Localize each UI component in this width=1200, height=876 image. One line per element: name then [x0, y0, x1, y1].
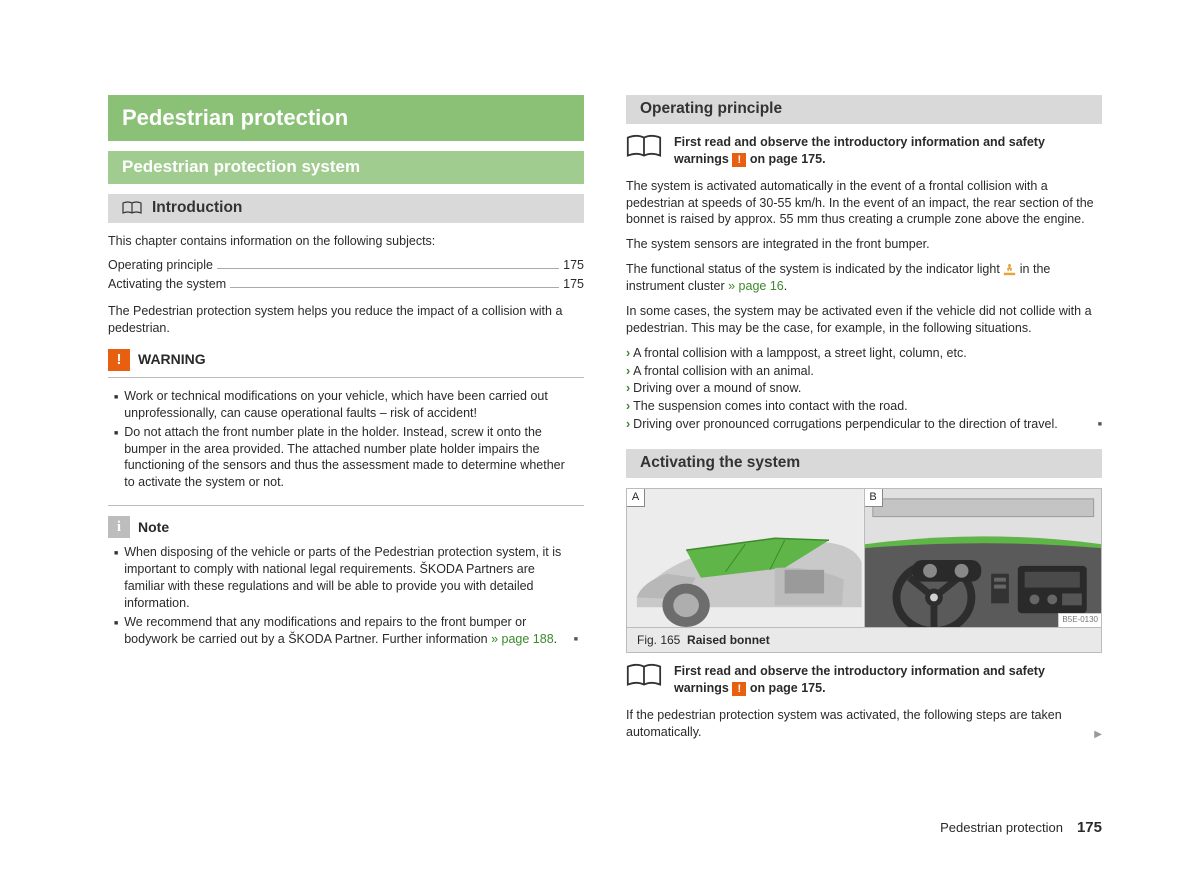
toc-page: 175	[563, 257, 584, 274]
warning-body: Work or technical modifications on your …	[108, 388, 584, 499]
footer-page-number: 175	[1077, 818, 1102, 838]
toc-page: 175	[563, 276, 584, 293]
figure-tag: A	[627, 489, 645, 507]
operating-paragraph: In some cases, the system may be activat…	[626, 303, 1102, 337]
book-icon	[122, 201, 142, 215]
chevron-icon: ›	[626, 346, 630, 360]
chevron-icon: ›	[626, 417, 630, 431]
figure-tag: B	[865, 489, 883, 507]
toc-label: Activating the system	[108, 276, 226, 293]
book-icon	[626, 663, 662, 687]
note-item: We recommend that any modifications and …	[114, 614, 578, 648]
footer-section: Pedestrian protection	[940, 819, 1063, 837]
operating-paragraph: The system is activated automatically in…	[626, 178, 1102, 229]
info-icon: i	[108, 516, 130, 538]
toc-row: Activating the system 175	[108, 276, 584, 293]
introduction-heading-text: Introduction	[152, 198, 242, 219]
toc-leader	[230, 287, 559, 288]
car-exterior-illustration	[627, 489, 864, 627]
case-item: ›A frontal collision with a lamppost, a …	[626, 345, 1102, 362]
warning-icon: !	[732, 153, 746, 167]
figure-block: A B	[626, 488, 1102, 628]
read-first-text: First read and observe the introductory …	[674, 134, 1102, 168]
note-header: i Note	[108, 516, 584, 538]
warning-item: Do not attach the front number plate in …	[114, 424, 578, 492]
left-column: Pedestrian protection Pedestrian protect…	[108, 95, 584, 749]
section-end-icon: ■	[574, 635, 578, 644]
page-link[interactable]: » page 16	[725, 279, 784, 293]
pedestrian-indicator-icon	[1003, 263, 1016, 276]
figure-caption: Fig. 165 Raised bonnet	[626, 628, 1102, 653]
page-footer: Pedestrian protection 175	[940, 818, 1102, 838]
warning-icon: !	[732, 682, 746, 696]
case-item: ›The suspension comes into contact with …	[626, 398, 1102, 415]
toc-leader	[217, 268, 559, 269]
read-first-text: First read and observe the introductory …	[674, 663, 1102, 697]
warning-header: ! WARNING	[108, 349, 584, 371]
operating-paragraph: The system sensors are integrated in the…	[626, 236, 1102, 253]
figure-code: B5E-0130	[1058, 613, 1101, 627]
case-item: ›Driving over a mound of snow.	[626, 380, 1102, 397]
operating-heading-text: Operating principle	[640, 99, 782, 120]
toc-row: Operating principle 175	[108, 257, 584, 274]
figure-panel-a: A	[627, 489, 864, 627]
page-columns: Pedestrian protection Pedestrian protect…	[108, 95, 1102, 749]
introduction-summary: The Pedestrian protection system helps y…	[108, 303, 584, 337]
book-icon	[626, 134, 662, 158]
read-first-callout: First read and observe the introductory …	[626, 134, 1102, 168]
chevron-icon: ›	[626, 381, 630, 395]
warning-icon: !	[108, 349, 130, 371]
continued-icon: ▶	[1094, 728, 1102, 742]
warning-item: Work or technical modifications on your …	[114, 388, 578, 422]
divider	[108, 377, 584, 378]
page-link[interactable]: » page 188	[488, 632, 554, 646]
section-title: Pedestrian protection system	[108, 151, 584, 184]
section-end-icon: ■	[1098, 420, 1102, 429]
warning-title: WARNING	[138, 350, 206, 369]
chevron-icon: ›	[626, 399, 630, 413]
note-body: When disposing of the vehicle or parts o…	[108, 544, 584, 655]
activating-heading-text: Activating the system	[640, 453, 800, 474]
introduction-lead: This chapter contains information on the…	[108, 233, 584, 250]
figure-panel-b: B	[864, 489, 1102, 627]
case-list: ›A frontal collision with a lamppost, a …	[626, 345, 1102, 433]
case-item: ›Driving over pronounced corrugations pe…	[626, 416, 1102, 433]
note-title: Note	[138, 518, 169, 537]
toc-label: Operating principle	[108, 257, 213, 274]
note-item: When disposing of the vehicle or parts o…	[114, 544, 578, 612]
operating-heading: Operating principle	[626, 95, 1102, 124]
chapter-title: Pedestrian protection	[108, 95, 584, 141]
chevron-icon: ›	[626, 364, 630, 378]
activating-heading: Activating the system	[626, 449, 1102, 478]
right-column: Operating principle First read and obser…	[626, 95, 1102, 749]
activating-paragraph: If the pedestrian protection system was …	[626, 707, 1102, 741]
operating-paragraph: The functional status of the system is i…	[626, 261, 1102, 295]
car-interior-illustration	[865, 489, 1102, 627]
read-first-callout: First read and observe the introductory …	[626, 663, 1102, 697]
introduction-heading: Introduction	[108, 194, 584, 223]
divider	[108, 505, 584, 506]
case-item: ›A frontal collision with an animal.	[626, 363, 1102, 380]
